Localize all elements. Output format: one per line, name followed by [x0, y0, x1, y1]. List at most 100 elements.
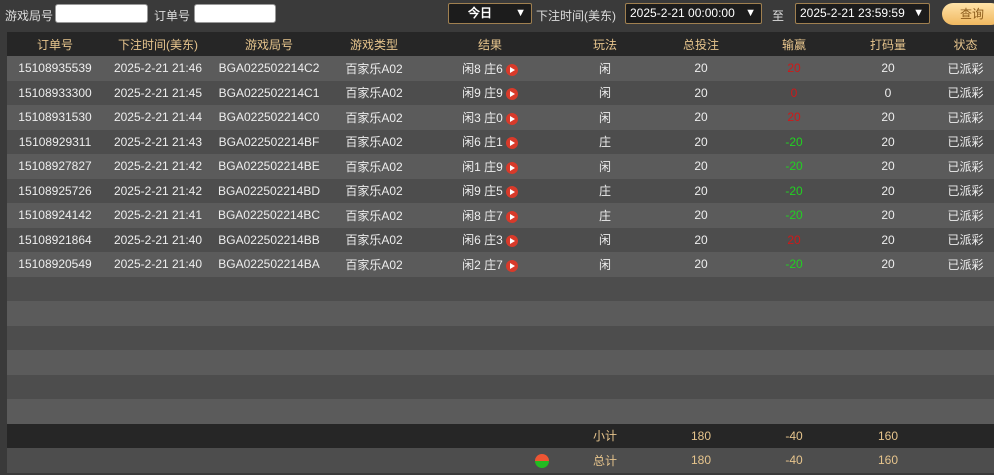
- play-replay-icon[interactable]: [505, 112, 518, 125]
- table-row[interactable]: 15108927827 2025-2-21 21:42 BGA022502214BE…: [7, 154, 994, 179]
- subtotal-valid: 160: [839, 423, 937, 448]
- table-cell: 已派彩: [937, 56, 994, 81]
- table-cell: 2025-2-21 21:40: [103, 227, 213, 252]
- end-time-select[interactable]: 2025-2-21 23:59:59 ▼: [795, 3, 930, 24]
- play-replay-icon[interactable]: [505, 161, 518, 174]
- table-cell: 20: [653, 203, 749, 228]
- play-replay-icon[interactable]: [505, 88, 518, 101]
- table-row[interactable]: 15108924142 2025-2-21 21:41 BGA022502214BC…: [7, 203, 994, 228]
- play-replay-icon[interactable]: [505, 210, 518, 223]
- table-cell: 20: [653, 105, 749, 130]
- table-cell: 百家乐A02: [325, 227, 423, 252]
- table-cell: 15108921864: [7, 227, 103, 252]
- empty-row: [7, 374, 994, 399]
- table-row[interactable]: 15108935539 2025-2-21 21:46 BGA022502214C2…: [7, 56, 994, 81]
- result-text: 闲8 庄6: [462, 61, 503, 76]
- subtotal-win: -40: [749, 423, 839, 448]
- table-cell: 20: [653, 56, 749, 81]
- win-loss-cell: -20: [749, 252, 839, 277]
- table-cell: 已派彩: [937, 105, 994, 130]
- total-row: 总计 180 -40 160: [7, 448, 994, 473]
- table-row[interactable]: 15108925726 2025-2-21 21:42 BGA022502214BD…: [7, 178, 994, 203]
- dropdown-arrow-icon: ▼: [515, 7, 526, 19]
- period-select[interactable]: 今日 ▼: [448, 3, 532, 24]
- play-replay-icon[interactable]: [505, 186, 518, 199]
- table-cell: 闲: [557, 252, 653, 277]
- table-cell: 15108925726: [7, 178, 103, 203]
- table-cell: 2025-2-21 21:42: [103, 154, 213, 179]
- table-cell: 20: [653, 178, 749, 203]
- table-row[interactable]: 15108929311 2025-2-21 21:43 BGA022502214BF…: [7, 129, 994, 154]
- win-loss-cell: 20: [749, 105, 839, 130]
- table-row[interactable]: 15108931530 2025-2-21 21:44 BGA022502214C0…: [7, 105, 994, 130]
- table-row[interactable]: 15108921864 2025-2-21 21:40 BGA022502214BB…: [7, 227, 994, 252]
- win-loss-cell: 20: [749, 56, 839, 81]
- round-label: 游戏局号: [5, 9, 54, 23]
- table-row[interactable]: 15108920549 2025-2-21 21:40 BGA022502214BA…: [7, 252, 994, 277]
- order-label: 订单号: [154, 9, 191, 23]
- subtotal-bet: 180: [653, 423, 749, 448]
- table-cell: 20: [839, 252, 937, 277]
- table-cell: 已派彩: [937, 178, 994, 203]
- table-cell: 已派彩: [937, 80, 994, 105]
- table-cell: 20: [839, 105, 937, 130]
- table-cell: 庄: [557, 178, 653, 203]
- play-replay-icon[interactable]: [505, 63, 518, 76]
- order-input[interactable]: [194, 4, 276, 23]
- column-header: 总投注: [653, 32, 749, 56]
- table-cell: 已派彩: [937, 154, 994, 179]
- table-cell: 庄: [557, 203, 653, 228]
- column-header: 游戏类型: [325, 32, 423, 56]
- table-cell: 百家乐A02: [325, 80, 423, 105]
- table-cell: BGA022502214BE: [213, 154, 325, 179]
- start-time-select[interactable]: 2025-2-21 00:00:00 ▼: [625, 3, 762, 24]
- round-input[interactable]: [55, 4, 148, 23]
- dropdown-arrow-icon: ▼: [913, 7, 924, 19]
- table-cell: BGA022502214C0: [213, 105, 325, 130]
- result-text: 闲6 庄1: [462, 135, 503, 150]
- table-cell: 闲: [557, 227, 653, 252]
- win-loss-cell: -20: [749, 154, 839, 179]
- column-header: 打码量: [839, 32, 937, 56]
- table-cell: 15108927827: [7, 154, 103, 179]
- table-cell: 已派彩: [937, 203, 994, 228]
- total-win: -40: [749, 448, 839, 473]
- table-cell: 已派彩: [937, 129, 994, 154]
- dropdown-arrow-icon: ▼: [745, 7, 756, 19]
- subtotal-label: 小计: [557, 423, 653, 448]
- table-cell: 20: [653, 227, 749, 252]
- empty-row: [7, 399, 994, 424]
- result-text: 闲9 庄9: [462, 86, 503, 101]
- table-cell: 百家乐A02: [325, 56, 423, 81]
- play-replay-icon[interactable]: [505, 235, 518, 248]
- table-row[interactable]: 15108933300 2025-2-21 21:45 BGA022502214C1…: [7, 80, 994, 105]
- table-cell: 已派彩: [937, 252, 994, 277]
- table-cell: 闲: [557, 105, 653, 130]
- total-bet: 180: [653, 448, 749, 473]
- table-cell: 百家乐A02: [325, 252, 423, 277]
- table-cell: 20: [839, 203, 937, 228]
- table-cell: BGA022502214C2: [213, 56, 325, 81]
- table-cell: 庄: [557, 129, 653, 154]
- time-label: 下注时间(美东): [536, 9, 616, 23]
- table-cell: 百家乐A02: [325, 129, 423, 154]
- table-cell: 15108929311: [7, 129, 103, 154]
- win-loss-cell: -20: [749, 178, 839, 203]
- table-cell: 20: [839, 129, 937, 154]
- table-cell: 20: [653, 252, 749, 277]
- empty-row: [7, 325, 994, 350]
- table-cell: 0: [839, 80, 937, 105]
- column-header: 玩法: [557, 32, 653, 56]
- table-cell: 闲: [557, 154, 653, 179]
- to-label: 至: [772, 9, 785, 23]
- table-cell: 15108924142: [7, 203, 103, 228]
- refresh-icon[interactable]: [535, 453, 549, 468]
- play-replay-icon[interactable]: [505, 259, 518, 272]
- result-text: 闲8 庄7: [462, 208, 503, 223]
- table-cell: 20: [839, 154, 937, 179]
- table-cell: 2025-2-21 21:44: [103, 105, 213, 130]
- play-replay-icon[interactable]: [505, 137, 518, 150]
- column-header: 下注时间(美东): [103, 32, 213, 56]
- table-cell: 百家乐A02: [325, 178, 423, 203]
- query-button[interactable]: 查询: [942, 3, 994, 25]
